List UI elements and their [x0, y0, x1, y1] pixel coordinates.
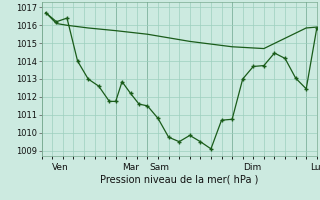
Text: Lun: Lun [310, 163, 320, 172]
X-axis label: Pression niveau de la mer( hPa ): Pression niveau de la mer( hPa ) [100, 175, 258, 185]
Text: Ven: Ven [52, 163, 69, 172]
Text: Mar: Mar [122, 163, 139, 172]
Text: Sam: Sam [149, 163, 170, 172]
Text: Dim: Dim [243, 163, 261, 172]
